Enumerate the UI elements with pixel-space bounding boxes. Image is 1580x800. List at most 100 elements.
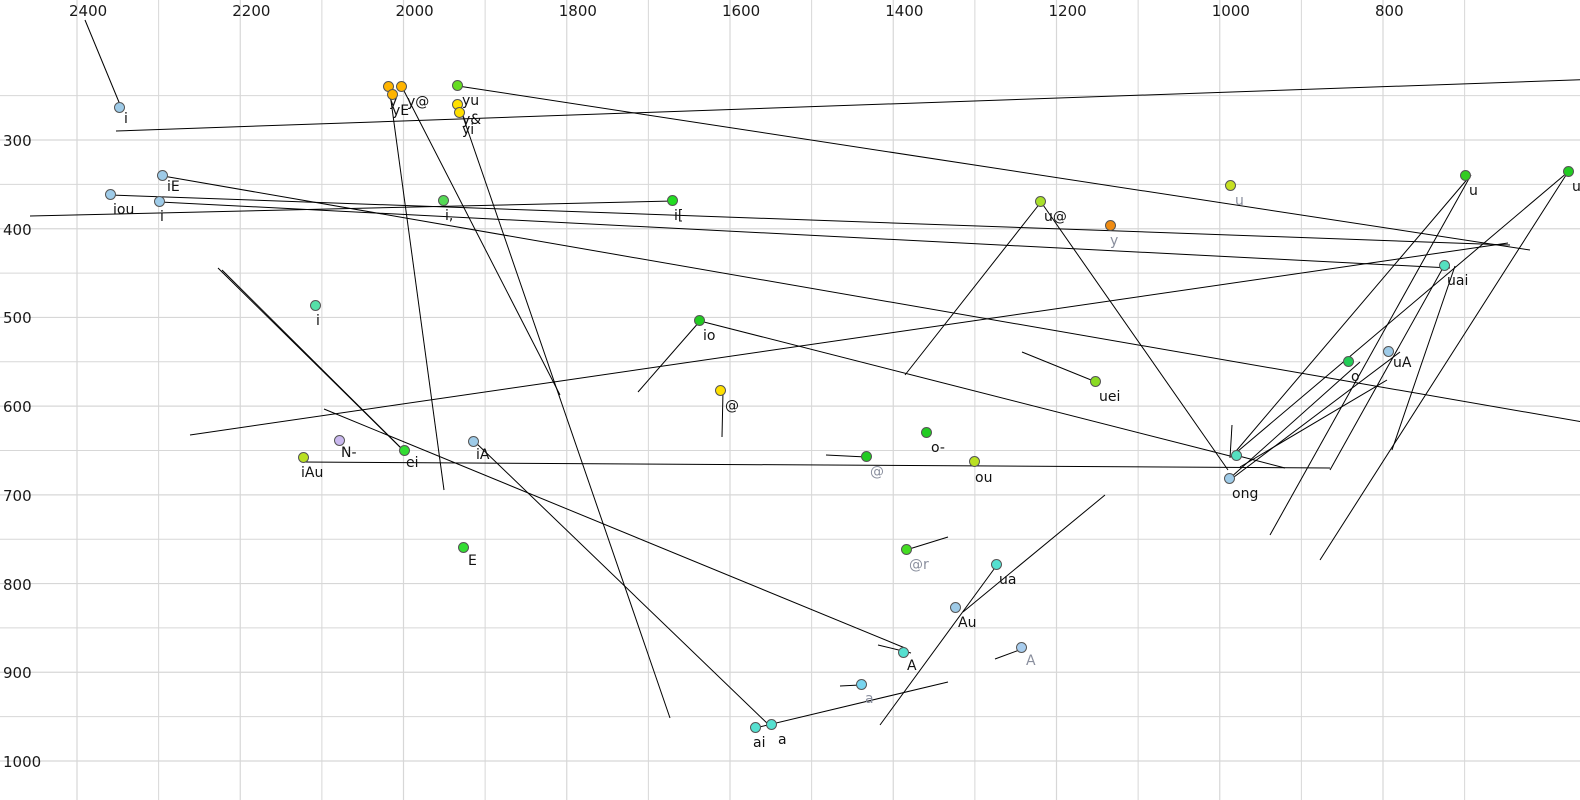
x-axis-tick-label: 1400 (885, 2, 924, 20)
x-axis-tick-label: 1000 (1211, 2, 1250, 20)
data-point[interactable] (1104, 219, 1116, 231)
data-point[interactable] (1015, 641, 1027, 653)
data-point[interactable] (1223, 472, 1235, 484)
data-point-label: i (160, 209, 164, 225)
y-axis-tick-label: 600 (3, 398, 32, 417)
connector-line (388, 85, 445, 491)
data-point-label: uei (1099, 389, 1121, 405)
data-point[interactable] (749, 721, 761, 733)
data-point-label: iE (167, 179, 180, 195)
data-point-label: u (1235, 193, 1244, 209)
data-point-label: ong (1232, 486, 1259, 502)
connector-line (159, 201, 1451, 269)
data-point-label: i (124, 111, 128, 127)
data-point[interactable] (309, 299, 321, 311)
data-point[interactable] (714, 384, 726, 396)
data-point-label: i (316, 313, 320, 329)
data-point-label: i, (445, 208, 454, 224)
data-point[interactable] (666, 194, 678, 206)
y-axis-tick-label: 700 (3, 486, 32, 505)
connector-line (1229, 424, 1233, 459)
data-point[interactable] (451, 79, 463, 91)
data-point[interactable] (1089, 375, 1101, 387)
connector-line (754, 681, 949, 729)
data-point[interactable] (1459, 169, 1471, 181)
data-point-label: uai (1447, 273, 1469, 289)
connector-line (1329, 265, 1445, 471)
x-axis-tick-label: 2400 (69, 2, 108, 20)
data-point-label: yE (392, 103, 410, 119)
connector-line (115, 79, 1580, 132)
y-axis-tick-label: 1000 (3, 753, 42, 771)
data-point[interactable] (900, 543, 912, 555)
connector-line (1391, 265, 1456, 451)
x-axis-tick-label: 2200 (232, 2, 271, 20)
connector-line (29, 200, 674, 217)
data-point[interactable] (1342, 355, 1354, 367)
data-point[interactable] (395, 80, 407, 92)
connector-line (1230, 171, 1569, 458)
data-point[interactable] (1034, 195, 1046, 207)
data-point-label: ua (999, 572, 1017, 588)
data-point-label: Au (958, 615, 977, 631)
connector-line (84, 19, 122, 108)
data-point[interactable] (437, 194, 449, 206)
data-point-label: A (1026, 653, 1036, 669)
data-point[interactable] (693, 314, 705, 326)
data-point-label: N- (341, 445, 357, 461)
connector-line (301, 461, 1331, 469)
data-point[interactable] (1438, 259, 1450, 271)
connector-line (905, 536, 949, 551)
connector-line (1234, 454, 1286, 469)
x-axis-tick-label: 800 (1375, 2, 1404, 20)
connector-line (1269, 174, 1472, 536)
connector-line (721, 390, 724, 438)
data-point[interactable] (453, 106, 465, 118)
data-point[interactable] (104, 188, 116, 200)
data-point-label: u@ (1044, 209, 1067, 225)
data-point-label: iAu (301, 465, 324, 481)
data-point[interactable] (156, 169, 168, 181)
connector-line (1239, 379, 1388, 468)
data-point[interactable] (949, 601, 961, 613)
connector-line (637, 320, 701, 393)
data-point[interactable] (897, 646, 909, 658)
data-point[interactable] (1382, 345, 1394, 357)
data-point-label: ou (975, 470, 993, 486)
connector-line (323, 408, 906, 649)
data-point[interactable] (1230, 449, 1242, 461)
connector-line (1229, 351, 1401, 481)
connector-line (879, 564, 998, 726)
connector-line (457, 85, 1531, 251)
data-point-label: ei (406, 455, 419, 471)
data-point-label: io (703, 328, 716, 344)
data-point[interactable] (920, 426, 932, 438)
connector-line (1319, 171, 1569, 561)
data-point[interactable] (990, 558, 1002, 570)
data-point[interactable] (1562, 165, 1574, 177)
data-point-label: A (907, 658, 917, 674)
data-point[interactable] (765, 718, 777, 730)
connector-line (962, 494, 1106, 613)
data-point[interactable] (968, 455, 980, 467)
data-point[interactable] (398, 444, 410, 456)
data-point[interactable] (457, 541, 469, 553)
connector-line (217, 267, 406, 453)
connector-line (109, 194, 1511, 246)
data-point[interactable] (1224, 179, 1236, 191)
data-point[interactable] (333, 434, 345, 446)
data-point[interactable] (855, 678, 867, 690)
data-point[interactable] (153, 195, 165, 207)
data-point[interactable] (467, 435, 479, 447)
data-point-label: uA (1393, 355, 1412, 371)
data-point[interactable] (297, 451, 309, 463)
connector-line (825, 454, 867, 458)
data-point[interactable] (860, 450, 872, 462)
data-point[interactable] (386, 88, 398, 100)
data-point-label: y (389, 94, 398, 110)
data-point[interactable] (113, 101, 125, 113)
data-point-label: o (1351, 369, 1360, 385)
data-point-label: y@ (407, 94, 430, 110)
